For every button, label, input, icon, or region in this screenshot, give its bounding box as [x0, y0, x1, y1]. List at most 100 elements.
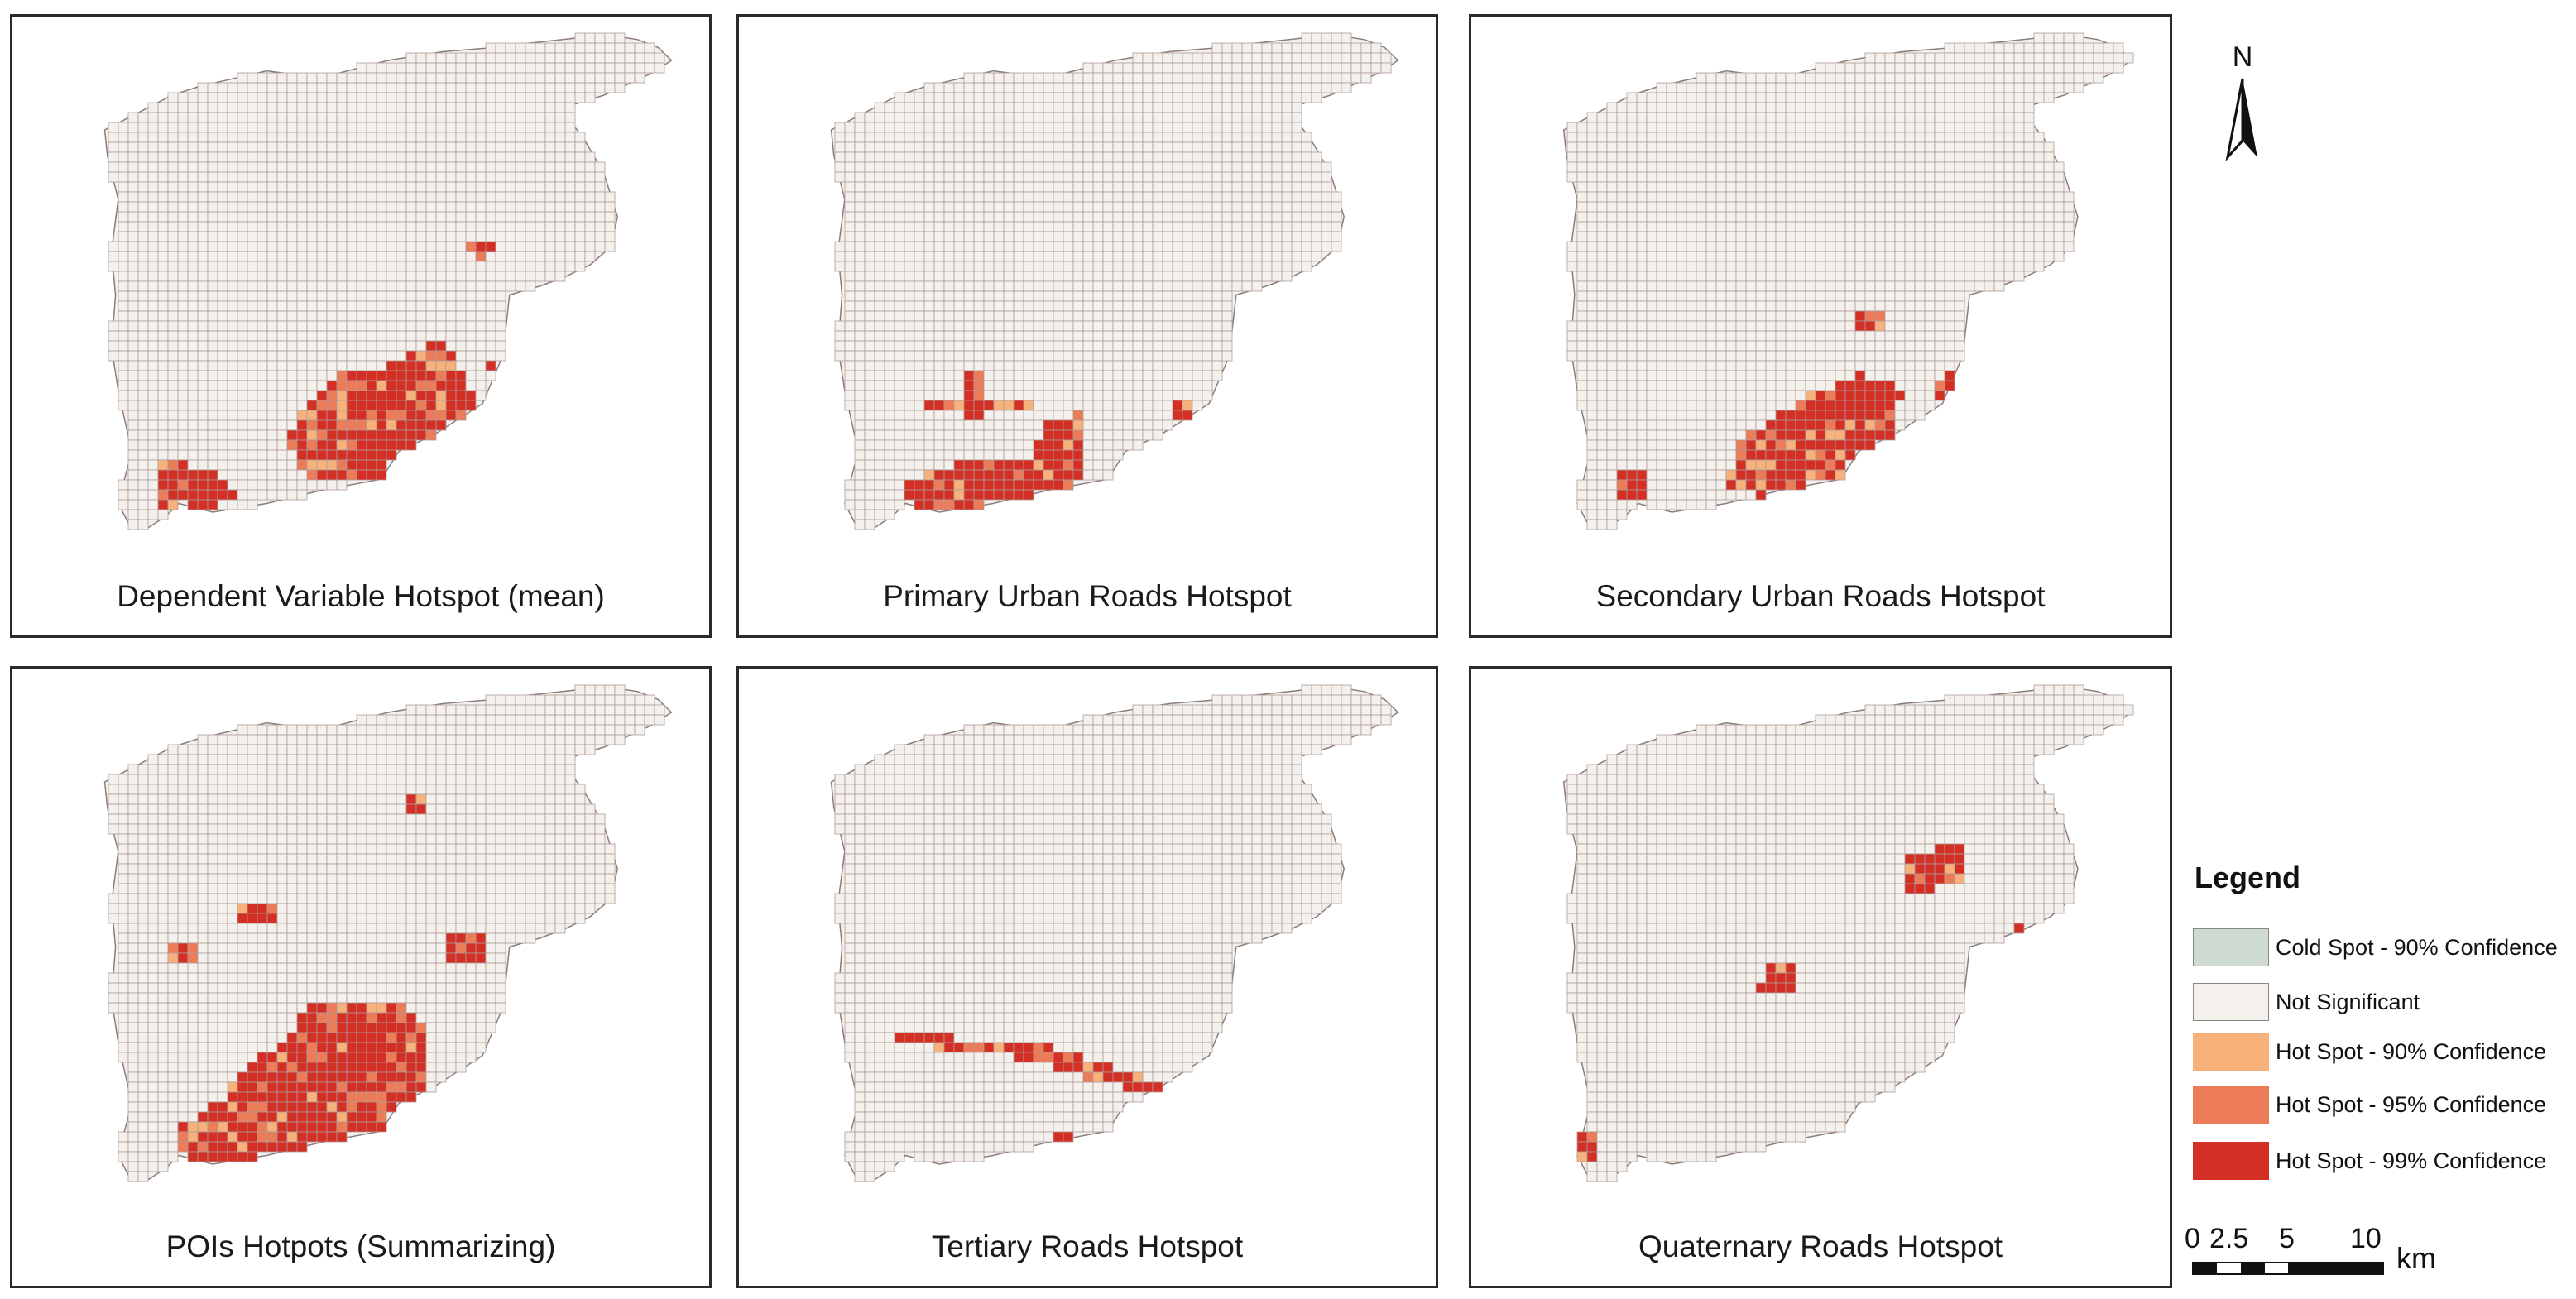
grid-cell [1914, 201, 1926, 213]
grid-cell [953, 122, 965, 133]
grid-cell [2073, 82, 2084, 93]
grid-cell [1092, 161, 1104, 173]
grid-cell [544, 112, 556, 123]
grid-cell [1013, 132, 1024, 143]
grid-cell [1835, 122, 1846, 133]
grid-cell [1715, 310, 1727, 322]
grid-cell [1835, 161, 1846, 173]
grid-cell [356, 161, 367, 173]
grid-cell [1003, 241, 1015, 252]
grid-cell [1894, 221, 1906, 232]
grid-cell [1152, 62, 1163, 74]
grid-cell [495, 92, 506, 103]
grid-cell [1586, 171, 1598, 183]
grid-cell [1043, 191, 1054, 203]
grid-cell [316, 171, 328, 183]
grid-cell [1023, 479, 1034, 491]
grid-cell [1251, 52, 1263, 64]
grid-cell [963, 380, 975, 391]
grid-cell [237, 132, 248, 143]
grid-cell [1686, 112, 1697, 123]
grid-cell [266, 459, 278, 471]
grid-cell [1666, 82, 1677, 93]
grid-cell [1636, 261, 1648, 272]
grid-cell [2093, 62, 2104, 74]
grid-cell [366, 390, 377, 401]
grid-cell [1211, 151, 1223, 163]
grid-cell [1122, 370, 1134, 381]
grid-cell [1636, 300, 1648, 312]
grid-cell [1725, 300, 1737, 312]
grid-cell [296, 151, 308, 163]
grid-cell [1844, 310, 1856, 322]
grid-cell [544, 201, 556, 213]
grid-cell [1311, 72, 1322, 84]
grid-cell [1735, 72, 1747, 84]
grid-cell [854, 410, 866, 421]
grid-cell [1152, 191, 1163, 203]
grid-cell [465, 300, 477, 312]
grid-cell [1082, 161, 1094, 173]
grid-cell [1596, 171, 1608, 183]
grid-cell [1676, 102, 1687, 113]
grid-cell [137, 499, 149, 510]
grid-cell [1092, 141, 1104, 153]
grid-cell [2043, 32, 2055, 44]
grid-cell [1924, 72, 1936, 84]
grid-cell [1221, 112, 1233, 123]
grid-cell [1142, 191, 1154, 203]
grid-cell [346, 429, 357, 441]
grid-cell [137, 519, 149, 530]
grid-cell [1132, 62, 1144, 74]
grid-cell [1023, 102, 1034, 113]
grid-cell [1626, 271, 1638, 282]
grid-cell [1844, 92, 1856, 103]
grid-cell [1884, 241, 1896, 252]
grid-cell [396, 439, 407, 451]
grid-cell [1914, 181, 1926, 193]
grid-cell [854, 221, 866, 232]
grid-cell [1805, 161, 1816, 173]
grid-cell [505, 62, 516, 74]
grid-cell [1874, 271, 1886, 282]
grid-cell [1013, 211, 1024, 223]
grid-cell [217, 221, 228, 232]
grid-cell [1053, 271, 1064, 282]
grid-cell [167, 340, 179, 352]
grid-cell [326, 211, 338, 223]
grid-cell [1785, 171, 1796, 183]
grid-cell [207, 380, 218, 391]
grid-cell [1053, 181, 1064, 193]
grid-cell [1162, 231, 1173, 242]
grid-cell [983, 489, 995, 501]
grid-cell [425, 62, 437, 74]
grid-cell [1063, 251, 1074, 262]
grid-cell [904, 112, 915, 123]
grid-cell [1172, 380, 1183, 391]
grid-cell [127, 201, 139, 213]
grid-cell [1974, 261, 1985, 272]
grid-cell [1993, 251, 2005, 262]
grid-cell [1854, 251, 1866, 262]
grid-cell [1745, 191, 1757, 203]
grid-cell [415, 161, 427, 173]
grid-cell [874, 479, 885, 491]
grid-cell [594, 171, 606, 183]
grid-cell [973, 489, 985, 501]
grid-cell [1321, 161, 1332, 173]
grid-cell [1112, 429, 1124, 441]
grid-cell [1122, 181, 1134, 193]
grid-cell [1023, 271, 1034, 282]
grid-cell [854, 112, 866, 123]
grid-cell [614, 32, 626, 44]
grid-cell [1864, 290, 1876, 302]
grid-cell [157, 261, 169, 272]
grid-cell [535, 62, 546, 74]
grid-cell [1192, 82, 1203, 93]
grid-cell [167, 171, 179, 183]
grid-cell [654, 62, 665, 74]
grid-cell [157, 132, 169, 143]
grid-cell [366, 161, 377, 173]
grid-cell [217, 201, 228, 213]
grid-cell [614, 62, 626, 74]
